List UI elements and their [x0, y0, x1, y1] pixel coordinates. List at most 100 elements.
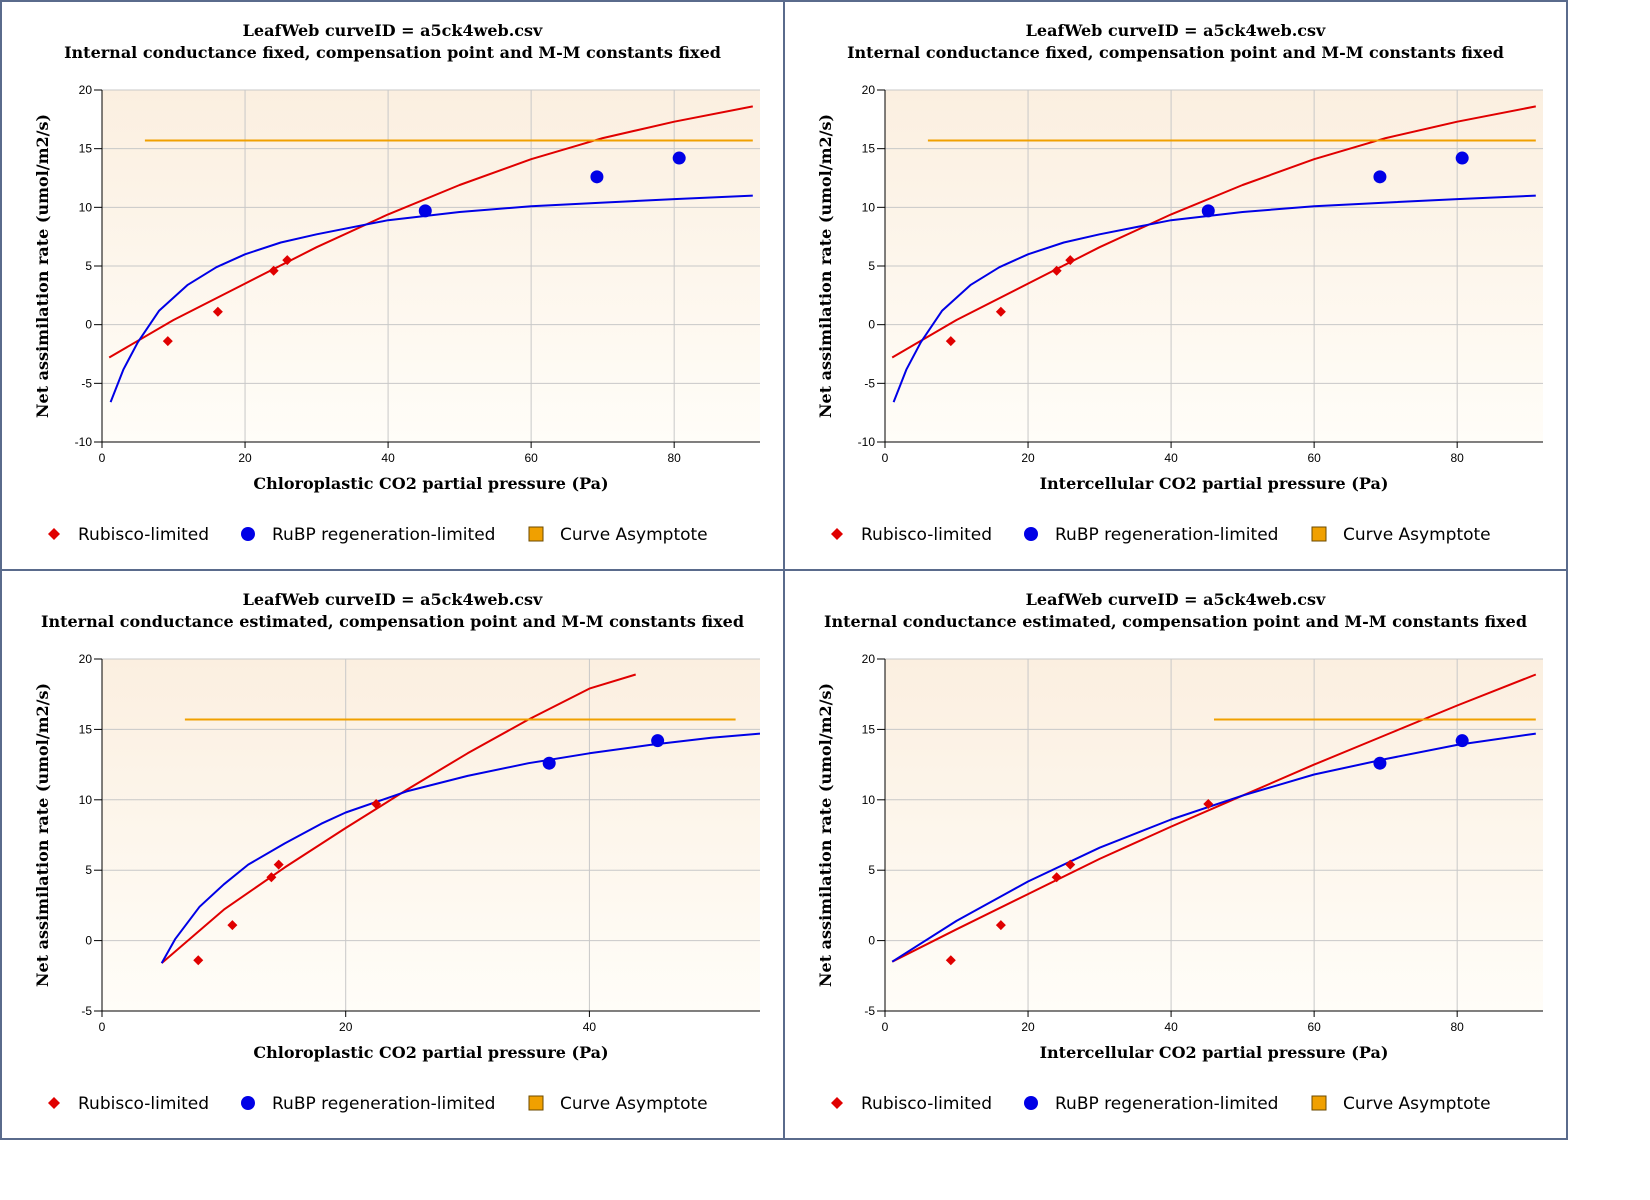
rubp-point [1455, 151, 1469, 165]
x-tick-label: 60 [1307, 451, 1321, 465]
y-tick-label: 10 [862, 200, 876, 214]
x-tick-label: 60 [1307, 1020, 1321, 1034]
x-tick-label: 0 [99, 1020, 106, 1034]
legend-rubp-marker [241, 527, 255, 541]
rubisco-fit-line [108, 105, 753, 359]
rubisco-point [1065, 255, 1076, 266]
y-tick-label: 10 [79, 200, 93, 214]
legend-rubp-label: RuBP regeneration-limited [272, 525, 495, 545]
rubisco-point [162, 336, 173, 347]
x-axis-label: Chloroplastic CO2 partial pressure (Pa) [253, 474, 608, 493]
y-tick-label: 5 [85, 863, 92, 877]
x-tick-label: 80 [667, 451, 681, 465]
chart-title: LeafWeb curveID = a5ck4web.csv [1026, 21, 1326, 40]
chart-svg: 0 20 40 60 80 -10 -5 0 5 10 15 20 LeafWeb curveID = … [33, 21, 760, 545]
rubp-point [1201, 204, 1215, 218]
rubisco-point [945, 955, 956, 966]
rubisco-fit-line [891, 105, 1536, 359]
rubisco-point [371, 799, 382, 810]
rubisco-point [1051, 872, 1062, 883]
legend-rubisco-label: Rubisco-limited [78, 1094, 209, 1114]
legend-rubisco-label: Rubisco-limited [861, 525, 992, 545]
x-tick-label: 40 [1164, 451, 1178, 465]
rubisco-fit-line [161, 673, 636, 964]
y-tick-label: 15 [862, 722, 876, 736]
legend-rubisco-marker [48, 1097, 60, 1109]
x-tick-label: 20 [238, 451, 252, 465]
x-tick-label: 40 [583, 1020, 597, 1034]
plot-area [885, 659, 1543, 1011]
y-tick-label: 20 [79, 83, 93, 97]
chart-svg: 0 20 40 -5 0 5 10 15 20 LeafWeb curveID = a5ck4we… [33, 590, 760, 1114]
rubp-point [542, 756, 556, 770]
rubp-point [418, 204, 432, 218]
x-axis-label: Intercellular CO2 partial pressure (Pa) [1040, 1043, 1389, 1062]
y-tick-label: 20 [862, 83, 876, 97]
series-group [108, 105, 753, 403]
legend-asymptote-label: Curve Asymptote [560, 525, 708, 545]
rubp-fit-line [109, 194, 753, 403]
rubisco-point [282, 255, 293, 266]
y-tick-label: 0 [868, 318, 875, 332]
x-tick-label: 20 [1021, 451, 1035, 465]
y-tick-label: 0 [85, 934, 92, 948]
y-tick-label: 0 [868, 934, 875, 948]
rubp-point [1373, 170, 1387, 184]
y-tick-label: 0 [85, 318, 92, 332]
legend-asymptote-label: Curve Asymptote [560, 1094, 708, 1114]
legend-asymptote-marker [1311, 1095, 1327, 1111]
x-axis-label: Intercellular CO2 partial pressure (Pa) [1040, 474, 1389, 493]
chart-svg: 0 20 40 60 80 -10 -5 0 5 10 15 20 LeafWeb curveID = … [816, 21, 1543, 545]
y-tick-label: 15 [862, 142, 876, 156]
rubisco-point [995, 306, 1006, 317]
rubisco-point [273, 859, 284, 870]
legend-rubisco-marker [831, 528, 843, 540]
y-tick-label: 10 [862, 793, 876, 807]
plot-area [102, 659, 760, 1011]
x-tick-label: 20 [339, 1020, 353, 1034]
legend-rubp-label: RuBP regeneration-limited [1055, 525, 1278, 545]
legend: Rubisco-limited RuBP regeneration-limited… [831, 525, 1491, 545]
legend-asymptote-marker [528, 1095, 544, 1111]
chart-title: LeafWeb curveID = a5ck4web.csv [243, 21, 543, 40]
y-tick-label: 5 [868, 863, 875, 877]
series-group [160, 673, 760, 964]
rubp-point [672, 151, 686, 165]
rubisco-point [193, 955, 204, 966]
y-tick-label: -5 [81, 1004, 92, 1018]
rubp-point [651, 734, 665, 748]
chart-svg: 0 20 40 60 80 -5 0 5 10 15 20 LeafWeb curveID = a5c… [816, 590, 1543, 1114]
y-tick-label: -5 [81, 376, 92, 390]
y-tick-label: 15 [79, 142, 93, 156]
legend-rubp-label: RuBP regeneration-limited [1055, 1094, 1278, 1114]
rubisco-point [1065, 859, 1076, 870]
legend-asymptote-marker [528, 526, 544, 542]
legend-rubisco-label: Rubisco-limited [861, 1094, 992, 1114]
y-tick-label: -5 [864, 1004, 875, 1018]
series-group [891, 105, 1536, 403]
rubisco-point [227, 920, 238, 931]
rubp-fit-line [892, 194, 1536, 403]
legend-rubp-label: RuBP regeneration-limited [272, 1094, 495, 1114]
x-tick-label: 60 [524, 451, 538, 465]
rubp-fit-line [160, 732, 760, 964]
chart-subtitle: Internal conductance estimated, compensa… [824, 612, 1527, 631]
y-tick-label: -5 [864, 376, 875, 390]
chart-panel-top-left: 0 20 40 60 80 -10 -5 0 5 10 15 20 LeafWeb curveID = … [0, 0, 785, 571]
legend-rubisco-marker [48, 528, 60, 540]
y-tick-label: -10 [75, 435, 93, 449]
x-tick-label: 0 [99, 451, 106, 465]
y-axis-label: Net assimilation rate (umol/m2/s) [33, 114, 52, 418]
rubisco-point [268, 265, 279, 276]
y-tick-label: 15 [79, 722, 93, 736]
x-tick-label: 0 [882, 451, 889, 465]
legend-rubp-marker [1024, 527, 1038, 541]
rubisco-point [945, 336, 956, 347]
y-tick-label: 5 [85, 259, 92, 273]
legend-rubp-marker [1024, 1096, 1038, 1110]
x-tick-label: 40 [1164, 1020, 1178, 1034]
y-tick-label: 5 [868, 259, 875, 273]
x-tick-label: 20 [1021, 1020, 1035, 1034]
legend-rubisco-marker [831, 1097, 843, 1109]
y-tick-label: 20 [79, 652, 93, 666]
